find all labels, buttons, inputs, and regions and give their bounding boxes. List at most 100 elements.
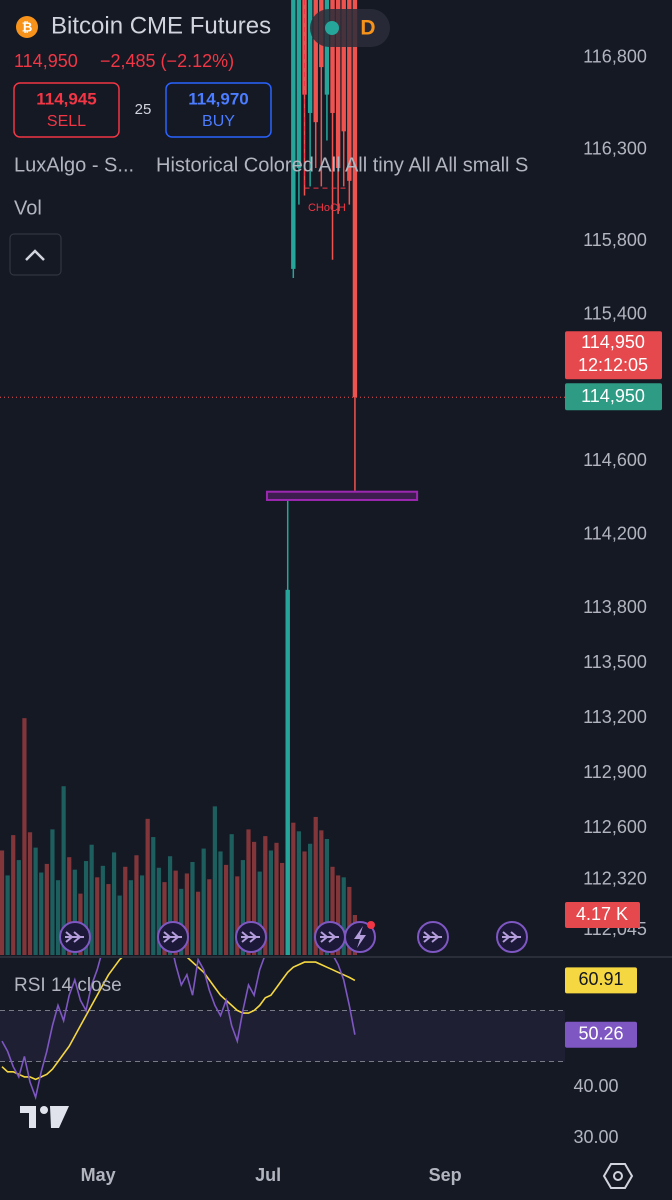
sell-price: 114,945 xyxy=(36,89,97,108)
indicator-volume[interactable]: Vol xyxy=(14,197,42,219)
event-icon[interactable] xyxy=(59,921,91,953)
volume-bar xyxy=(156,867,161,955)
volume-bar xyxy=(268,850,274,955)
volume-bar xyxy=(61,786,66,955)
volume-bar xyxy=(22,718,27,955)
sell-button[interactable] xyxy=(13,82,120,138)
candle-body xyxy=(307,0,313,113)
volume-bar xyxy=(207,879,212,955)
volume-bar xyxy=(313,816,318,955)
candle-body xyxy=(324,0,330,95)
indicator-settings: Historical Colored All All tiny All All … xyxy=(156,154,528,176)
volume-bar xyxy=(134,855,139,955)
last-price-box xyxy=(565,331,662,380)
candle-body xyxy=(291,0,296,269)
status-pill[interactable] xyxy=(310,9,390,47)
candle-body xyxy=(347,0,352,181)
candle-body xyxy=(335,0,341,169)
price-layer: CHoCH xyxy=(265,0,419,955)
close-price-box xyxy=(565,383,662,411)
x-tick-label: Sep xyxy=(429,1165,462,1185)
symbol-title[interactable]: Bitcoin CME Futures xyxy=(51,12,271,39)
event-icon[interactable] xyxy=(314,921,346,953)
volume-bar xyxy=(184,873,189,955)
rsi-tick-label: 30.00 xyxy=(573,1127,618,1147)
event-icon[interactable] xyxy=(417,921,449,953)
volume-bar xyxy=(117,895,122,955)
event-icon[interactable] xyxy=(157,921,189,953)
volume-bar xyxy=(55,880,61,955)
countdown-label: 12:12:05 xyxy=(578,355,648,375)
alert-bolt xyxy=(354,926,366,948)
bitcoin-icon-glyph: ₿ xyxy=(22,19,33,34)
buy-label: BUY xyxy=(202,113,235,130)
volume-bar xyxy=(319,830,324,955)
volume-bar xyxy=(33,847,38,955)
volume-bar xyxy=(72,869,77,955)
volume-label-box xyxy=(565,902,640,929)
collapse-button[interactable] xyxy=(9,233,62,276)
y-tick-label: 114,200 xyxy=(583,524,647,544)
volume-bar xyxy=(190,861,195,955)
volume-bar xyxy=(89,844,94,955)
indicator-rsi[interactable]: RSI 14 close xyxy=(14,975,122,996)
indicator-luxalgo[interactable]: LuxAlgo - S... xyxy=(14,154,134,176)
volume-bar xyxy=(251,841,257,955)
candle-body xyxy=(285,589,290,955)
interval[interactable]: D xyxy=(360,17,375,40)
volume-bar xyxy=(336,875,341,955)
volume-bar xyxy=(106,884,111,955)
volume-bar xyxy=(212,806,217,955)
rsi-ma-label: 60.91 xyxy=(578,969,623,989)
rsi-band-fill xyxy=(0,1010,565,1062)
volume-bar xyxy=(44,863,49,955)
alert-dot xyxy=(367,921,375,929)
rsi-ma-line xyxy=(1,958,356,1081)
volume-bar xyxy=(100,865,105,955)
rsi-layer xyxy=(0,958,565,1101)
y-tick-label: 112,600 xyxy=(583,817,647,837)
buy-button[interactable] xyxy=(165,82,272,138)
y-tick-label: 116,300 xyxy=(583,138,647,158)
volume-bar xyxy=(151,837,156,955)
last-price: 114,950 xyxy=(14,51,78,71)
alert-icon[interactable] xyxy=(344,921,376,953)
buy-price: 114,970 xyxy=(188,89,249,108)
volume-bar xyxy=(128,880,133,955)
volume-bar xyxy=(240,860,245,955)
close-price-label: 114,950 xyxy=(581,386,645,406)
y-tick-label: 113,200 xyxy=(583,707,647,727)
last-price-label: 114,950 xyxy=(581,332,645,352)
volume-bar xyxy=(229,834,234,955)
volume-bar xyxy=(0,850,5,955)
volume-bar xyxy=(173,870,178,955)
volume-bar xyxy=(223,864,229,955)
volume-bar xyxy=(179,888,184,955)
spread: 25 xyxy=(135,101,152,118)
candle-body xyxy=(341,0,346,132)
volume-bar xyxy=(235,876,240,955)
volume-bar xyxy=(139,875,145,955)
x-tick-label: Jul xyxy=(255,1165,281,1185)
chevron-up xyxy=(25,249,45,261)
event-icon[interactable] xyxy=(235,921,267,953)
settings-icon[interactable] xyxy=(602,1163,634,1189)
rsi-value-box xyxy=(565,1021,637,1048)
volume-bar xyxy=(16,860,21,955)
candle-body xyxy=(296,0,302,169)
axis-layer: 116,800 116,300 115,800 115,400 114,600 114,2… xyxy=(0,47,662,1185)
volume-bar xyxy=(5,875,10,955)
events-layer xyxy=(59,921,528,953)
volume-bar xyxy=(162,882,167,955)
volume-layer xyxy=(0,718,358,955)
y-tick-label: 113,800 xyxy=(583,597,647,617)
rsi-ma-box xyxy=(565,967,637,994)
volume-bar xyxy=(280,862,285,955)
event-icon[interactable] xyxy=(496,921,528,953)
event-arrows xyxy=(502,931,521,943)
volume-bar xyxy=(274,842,279,955)
candle-body xyxy=(313,0,318,123)
rsi-tick-label: 40.00 xyxy=(573,1076,618,1096)
volume-bar xyxy=(296,831,302,955)
